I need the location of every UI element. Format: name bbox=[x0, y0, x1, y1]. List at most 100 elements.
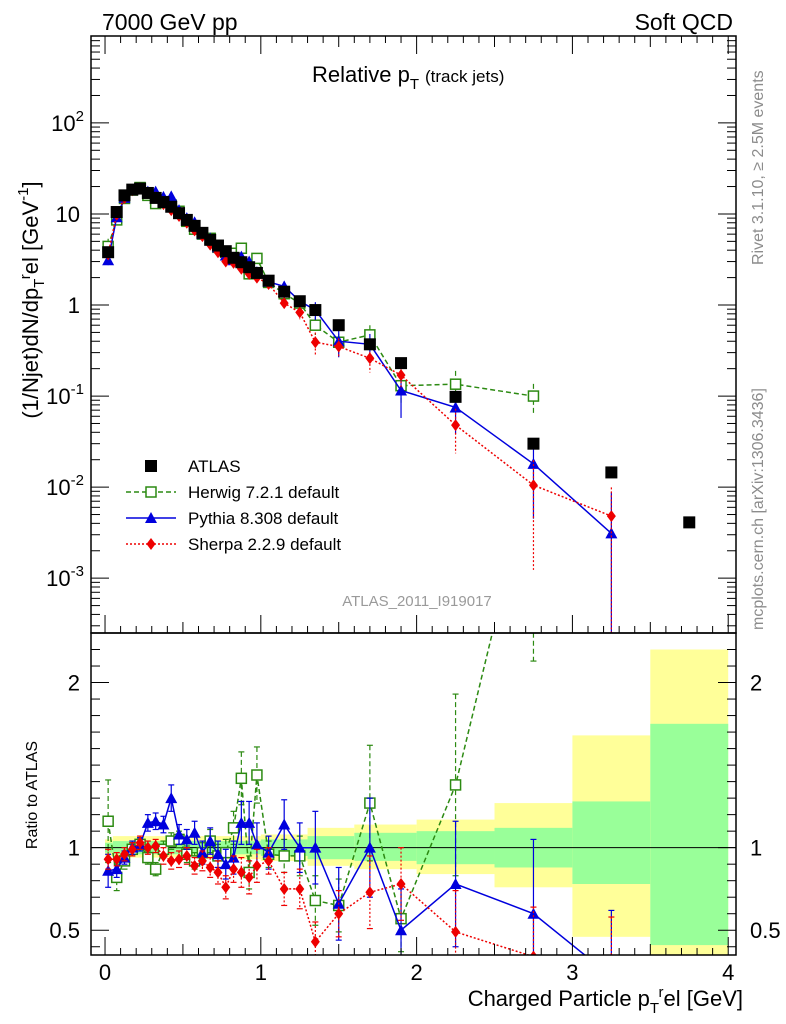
legend-label-pythia: Pythia 8.308 default bbox=[188, 509, 339, 528]
atlas-main-point-19 bbox=[250, 266, 263, 279]
y-axis-title-main: (1/Njet)dN/dpTrel [GeV-1] bbox=[15, 181, 48, 418]
legend-marker-pythia bbox=[145, 512, 157, 523]
herwig-main-line bbox=[107, 186, 534, 397]
atlas-main-point-20 bbox=[262, 274, 275, 287]
x-tick-label-2: 2 bbox=[410, 960, 422, 985]
pythia-main-point-28 bbox=[527, 457, 540, 469]
sherpa-ratio-point-16 bbox=[229, 863, 239, 876]
sherpa-ratio-point-18 bbox=[244, 871, 254, 884]
pythia-ratio-point-28 bbox=[527, 907, 540, 919]
rivet-note: Rivet 3.1.10, ≥ 2.5M events bbox=[750, 70, 767, 265]
sherpa-ratio-point-17 bbox=[236, 866, 246, 879]
pythia-ratio-point-18 bbox=[243, 816, 256, 828]
atlas-main-point-15 bbox=[219, 245, 232, 258]
pythia-ratio-point-27 bbox=[449, 877, 462, 889]
herwig-main-point-28 bbox=[527, 390, 540, 402]
atlas-main-point-29 bbox=[605, 466, 618, 479]
herwig-main-point-27 bbox=[449, 378, 462, 390]
pythia-main-point-27 bbox=[449, 401, 462, 413]
pythia-ratio-point-29 bbox=[605, 970, 617, 981]
y-ratio-tick-label-left-1: 1 bbox=[68, 836, 80, 861]
sherpa-main-point-22 bbox=[295, 306, 305, 319]
ratio-plot-series bbox=[102, 633, 617, 981]
atlas-main-point-22 bbox=[293, 295, 306, 308]
analysis-id: ATLAS_2011_I919017 bbox=[342, 593, 492, 610]
y-axis-title-ratio: Ratio to ATLAS bbox=[24, 741, 41, 849]
herwig-ratio-point-17 bbox=[235, 772, 248, 785]
sherpa-main-point-21 bbox=[279, 297, 289, 310]
herwig-ratio-point-19 bbox=[251, 769, 263, 781]
pythia-ratio-point-8 bbox=[165, 792, 178, 804]
pythia-ratio-point-13 bbox=[204, 835, 217, 847]
pythia-ratio-point-26 bbox=[395, 924, 408, 936]
sherpa-ratio-point-26 bbox=[396, 877, 406, 890]
y-main-tick-label-5: 102 bbox=[51, 108, 84, 136]
sherpa-main-point-28 bbox=[528, 479, 538, 492]
legend-marker-atlas bbox=[145, 460, 157, 472]
pythia-ratio-point-21 bbox=[278, 818, 291, 830]
sherpa-ratio-point-22 bbox=[295, 882, 305, 895]
sherpa-ratio-point-19 bbox=[252, 859, 262, 872]
herwig-ratio-point-0 bbox=[102, 815, 114, 827]
x-axis-title: Charged Particle pTrel [GeV] bbox=[468, 984, 743, 1017]
sherpa-ratio-point-28 bbox=[530, 950, 537, 955]
sherpa-ratio-point-2 bbox=[119, 848, 129, 861]
sherpa-ratio-point-9 bbox=[174, 853, 184, 866]
y-main-tick-label-4: 10 bbox=[56, 202, 80, 227]
sherpa-ratio-point-6 bbox=[151, 840, 161, 853]
y-main-tick-label-1: 10-2 bbox=[46, 472, 84, 500]
pythia-ratio-point-1 bbox=[110, 863, 123, 875]
sherpa-ratio-point-0 bbox=[103, 853, 113, 866]
y-ratio-tick-label-right-1: 1 bbox=[750, 836, 762, 861]
sherpa-ratio-point-20 bbox=[264, 854, 274, 867]
pythia-main-point-26 bbox=[395, 384, 408, 396]
atlas-main-point-2 bbox=[118, 189, 131, 202]
y-main-tick-label-2: 10-1 bbox=[46, 381, 84, 409]
band-inner-8 bbox=[572, 801, 651, 884]
sherpa-main-point-25 bbox=[365, 352, 375, 365]
header-category: Soft QCD bbox=[635, 9, 733, 35]
sherpa-ratio-point-11 bbox=[190, 859, 200, 872]
sherpa-ratio-point-5 bbox=[143, 841, 153, 854]
pythia-ratio-point-9 bbox=[173, 828, 186, 840]
pythia-ratio-point-19 bbox=[250, 838, 263, 850]
legend-marker-herwig bbox=[145, 486, 157, 498]
atlas-main-point-27 bbox=[449, 390, 462, 403]
sherpa-ratio-point-4 bbox=[135, 836, 145, 849]
legend-label-atlas: ATLAS bbox=[188, 457, 241, 476]
pythia-ratio-point-25 bbox=[363, 841, 376, 853]
y-main-tick-label-3: 1 bbox=[68, 293, 80, 318]
sherpa-ratio-point-23 bbox=[310, 935, 320, 948]
herwig-ratio-point-6 bbox=[149, 863, 162, 875]
y-main-tick-label-0: 10-3 bbox=[46, 563, 84, 591]
atlas-main-point-21 bbox=[278, 285, 291, 298]
sherpa-ratio-point-1 bbox=[112, 853, 122, 866]
pythia-main-line bbox=[107, 187, 612, 534]
band-inner-5 bbox=[354, 832, 417, 861]
atlas-main-point-25 bbox=[363, 338, 376, 351]
axis-tick-labels: 0 1 2 3 4 10-3 10-2 10-1 1 10 102 0.5 0.5 1 1 2 2 bbox=[46, 108, 780, 985]
sherpa-ratio-point-29 bbox=[607, 961, 616, 973]
pythia-ratio-point-7 bbox=[157, 818, 170, 830]
legend-label-sherpa: Sherpa 2.2.9 default bbox=[188, 535, 341, 554]
y-ratio-tick-label-right-0: 0.5 bbox=[750, 918, 781, 943]
plot-title: Relative pT (track jets) bbox=[312, 62, 504, 93]
legend-marker-sherpa bbox=[146, 538, 156, 550]
atlas-main-point-0 bbox=[102, 246, 115, 259]
y-ratio-tick-label-left-0: 0.5 bbox=[49, 918, 80, 943]
sherpa-main-point-27 bbox=[451, 419, 461, 432]
header-energy: 7000 GeV pp bbox=[102, 9, 238, 35]
atlas-main-point-3 bbox=[126, 183, 139, 196]
sherpa-ratio-point-25 bbox=[365, 886, 375, 899]
sherpa-main-point-24 bbox=[334, 340, 344, 353]
sherpa-ratio-point-3 bbox=[127, 843, 137, 856]
x-tick-label-4: 4 bbox=[722, 960, 734, 985]
ratio-uncertainty-band bbox=[105, 649, 729, 955]
herwig-ratio-point-23 bbox=[309, 894, 322, 907]
x-tick-label-3: 3 bbox=[566, 960, 578, 985]
atlas-main-point-30 bbox=[683, 516, 696, 529]
sherpa-ratio-point-14 bbox=[213, 866, 223, 879]
sherpa-main-point-29 bbox=[606, 510, 616, 523]
herwig-ratio-point-27 bbox=[449, 779, 462, 791]
